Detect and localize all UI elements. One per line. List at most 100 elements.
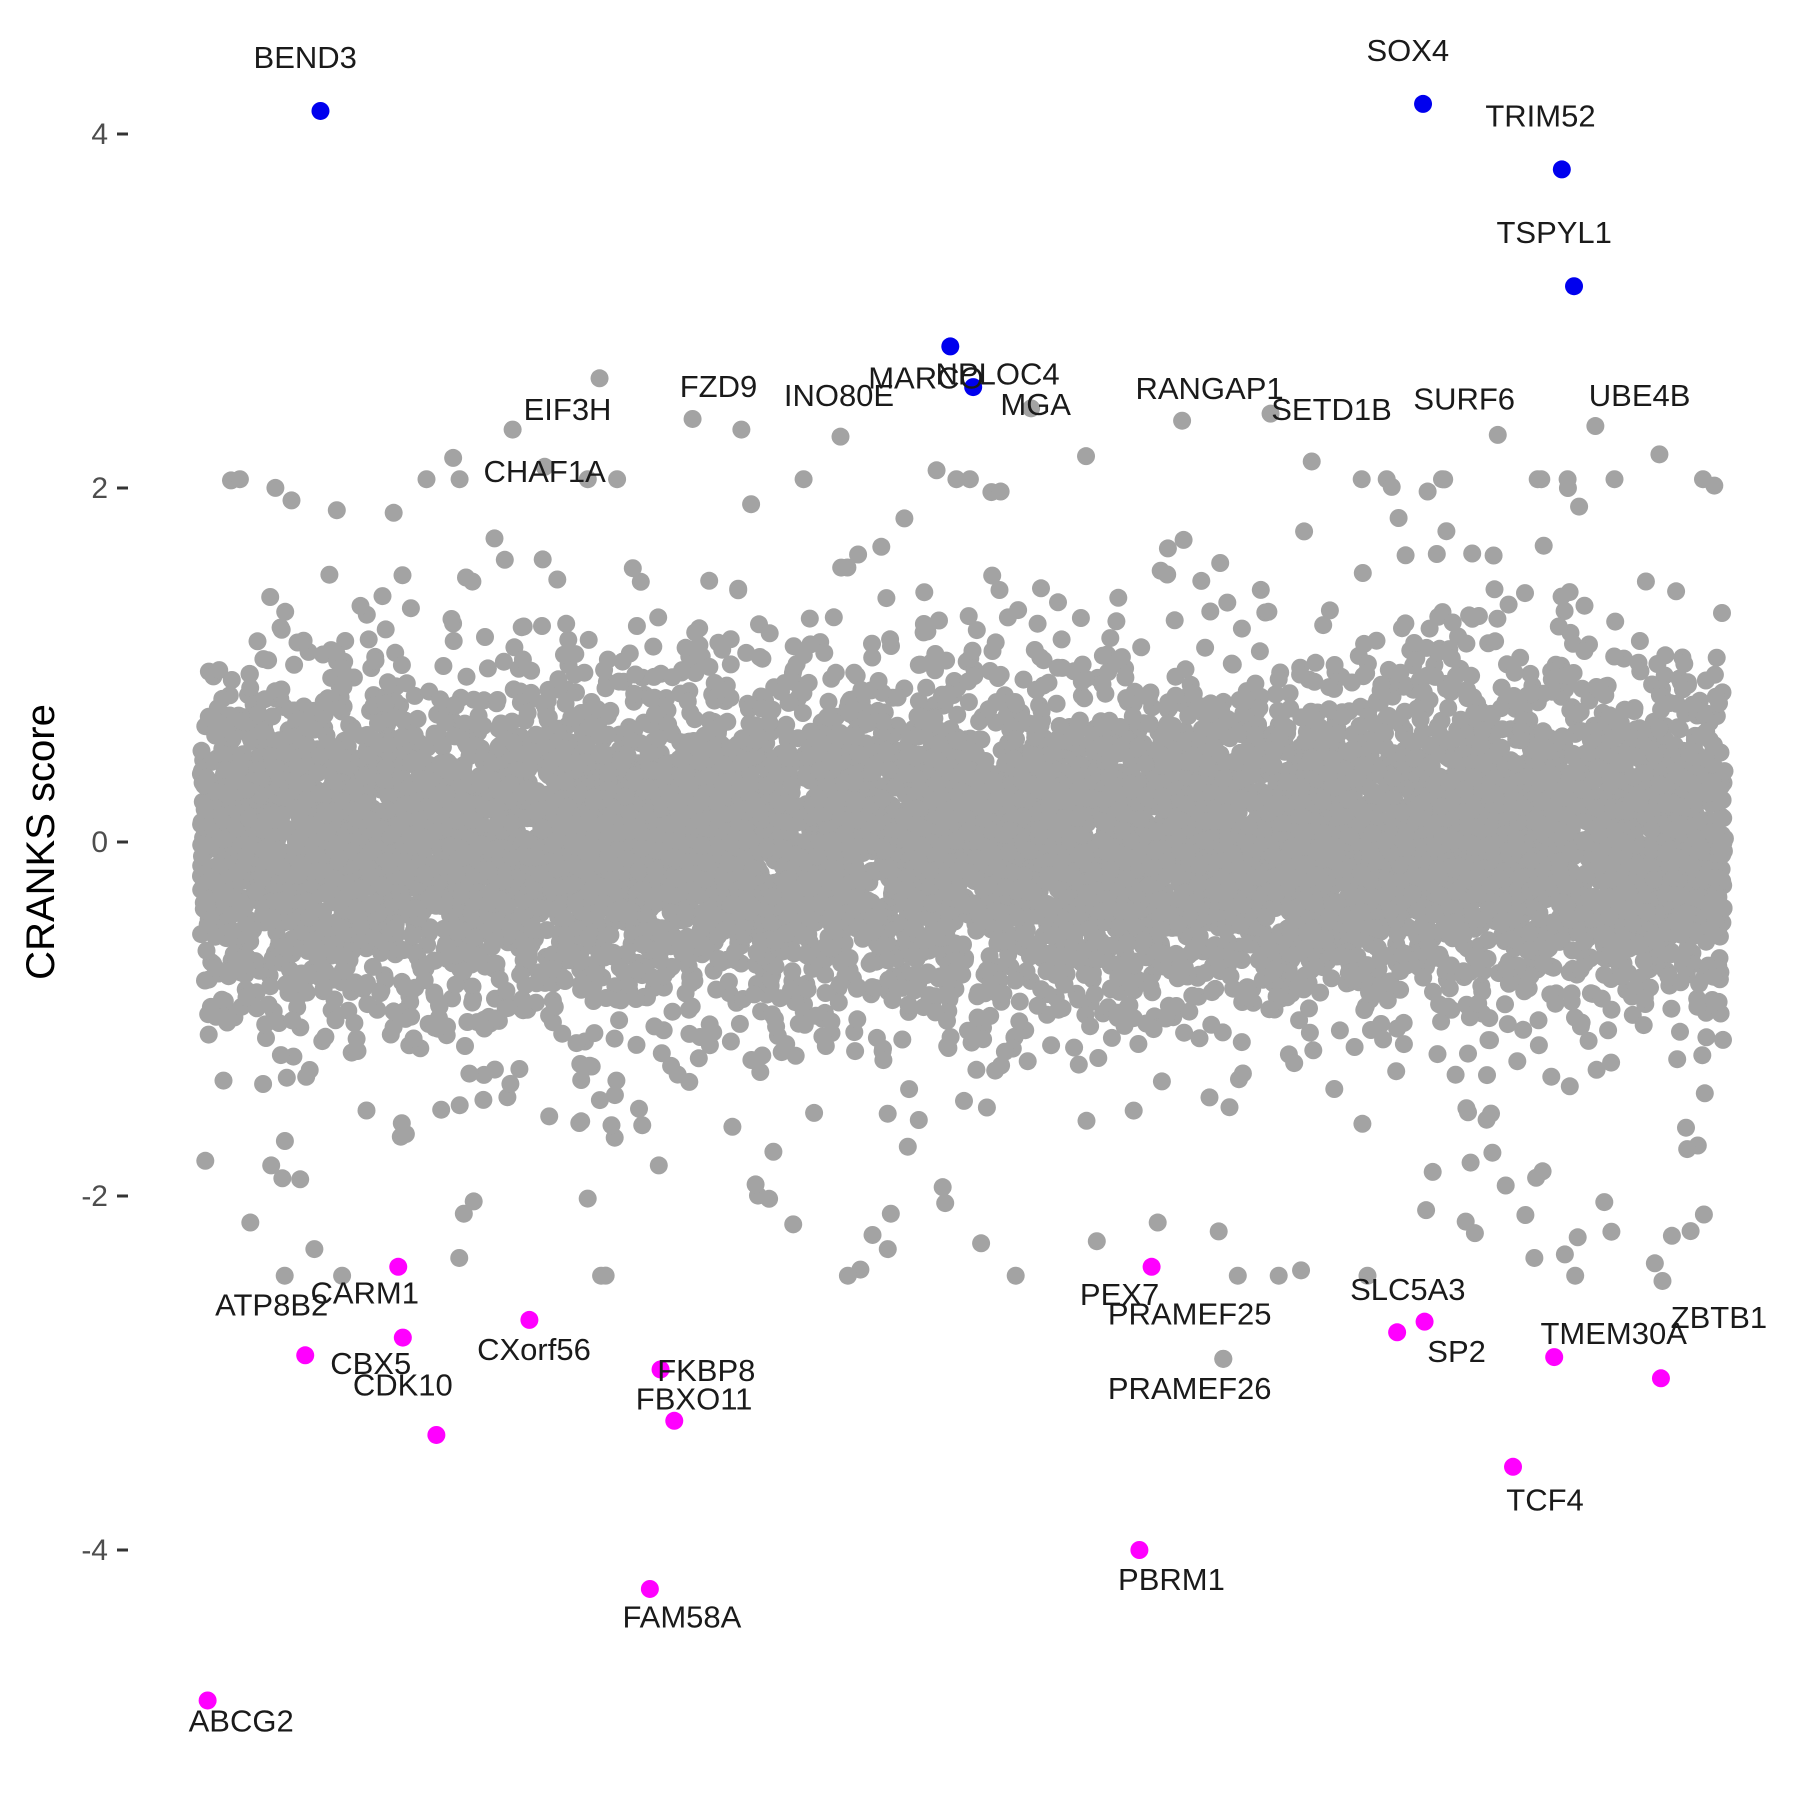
background-point	[1485, 580, 1504, 599]
background-point	[485, 529, 504, 548]
background-point	[1152, 1072, 1171, 1091]
background-point	[1065, 1038, 1084, 1057]
background-point	[1320, 601, 1339, 620]
background-point	[1306, 653, 1325, 672]
background-point	[1705, 476, 1724, 495]
background-point	[1605, 470, 1624, 489]
background-point	[1010, 992, 1029, 1011]
background-point	[336, 632, 355, 650]
background-point	[627, 617, 646, 635]
background-point	[514, 617, 533, 636]
background-point	[602, 1116, 621, 1135]
background-point	[1516, 1206, 1535, 1224]
background-point	[1511, 648, 1530, 667]
background-point	[1498, 1015, 1517, 1034]
background-point	[487, 954, 506, 973]
background-point	[1144, 1020, 1163, 1039]
background-point	[275, 1132, 294, 1150]
background-point	[494, 652, 513, 671]
background-point	[685, 710, 704, 729]
background-point	[1534, 536, 1553, 555]
y-tick-label: -4	[81, 1534, 108, 1567]
background-point	[567, 1034, 586, 1053]
background-point	[1432, 1012, 1451, 1031]
background-point	[1460, 606, 1479, 625]
background-point	[608, 470, 627, 489]
background-point	[1139, 688, 1158, 707]
background-point	[730, 1014, 749, 1033]
background-point	[1483, 1143, 1502, 1162]
background-point	[787, 655, 806, 674]
background-point	[1634, 1016, 1653, 1035]
background-point	[285, 655, 304, 674]
background-point	[1250, 868, 1269, 887]
background-point	[1223, 655, 1242, 674]
background-point	[959, 693, 978, 712]
background-point	[1595, 1193, 1614, 1212]
y-axis-label: CRANKS score	[19, 704, 63, 980]
background-point	[1542, 1067, 1561, 1086]
background-point	[881, 630, 900, 649]
background-point	[1573, 679, 1592, 698]
background-point	[1314, 616, 1333, 635]
background-point	[1457, 634, 1476, 653]
background-point	[1032, 579, 1050, 598]
background-point	[874, 1051, 893, 1070]
background-point	[1479, 931, 1498, 950]
background-point	[1211, 554, 1230, 572]
background-point	[548, 570, 567, 589]
background-point	[1355, 1001, 1374, 1019]
background-point	[607, 1071, 626, 1090]
background-point	[1648, 655, 1667, 673]
background-point	[613, 652, 632, 671]
background-point	[1662, 1226, 1681, 1245]
background-point	[1606, 612, 1625, 631]
background-point	[1220, 1098, 1239, 1117]
background-point	[863, 634, 881, 653]
background-point	[1330, 1021, 1349, 1040]
background-point	[1694, 1205, 1713, 1224]
background-point	[1102, 1028, 1121, 1047]
background-point	[1579, 1031, 1598, 1050]
background-point	[495, 550, 514, 569]
background-point	[474, 1090, 493, 1109]
background-point	[485, 1060, 504, 1079]
background-point	[1710, 694, 1728, 713]
background-point	[737, 643, 756, 662]
background-point	[1305, 672, 1324, 691]
background-point	[401, 599, 420, 618]
background-point	[456, 1037, 474, 1055]
background-point	[566, 665, 584, 684]
background-point	[947, 470, 966, 489]
background-point	[917, 678, 936, 697]
background-point	[815, 643, 834, 662]
background-point	[986, 1061, 1005, 1080]
background-point	[909, 692, 928, 711]
background-point	[1176, 660, 1195, 679]
background-point	[363, 957, 382, 976]
background-point	[434, 657, 453, 675]
background-point	[883, 991, 902, 1010]
background-point	[1109, 588, 1128, 607]
background-point	[849, 545, 868, 564]
background-point	[990, 581, 1009, 599]
background-points	[191, 470, 1734, 1285]
background-point	[663, 1002, 682, 1021]
background-point	[1049, 593, 1067, 612]
background-point	[1555, 602, 1574, 620]
background-point	[537, 921, 556, 940]
background-point	[1291, 665, 1310, 684]
background-point	[1695, 1084, 1714, 1103]
background-point	[1668, 1050, 1687, 1069]
background-point	[824, 608, 843, 627]
background-point	[510, 1060, 529, 1078]
background-point	[590, 947, 609, 966]
background-point	[1636, 572, 1655, 591]
background-point	[644, 637, 663, 656]
background-point	[199, 1025, 218, 1044]
background-point	[1304, 1041, 1323, 1060]
background-point	[819, 692, 838, 711]
background-point	[926, 661, 944, 680]
background-point	[458, 1013, 477, 1031]
